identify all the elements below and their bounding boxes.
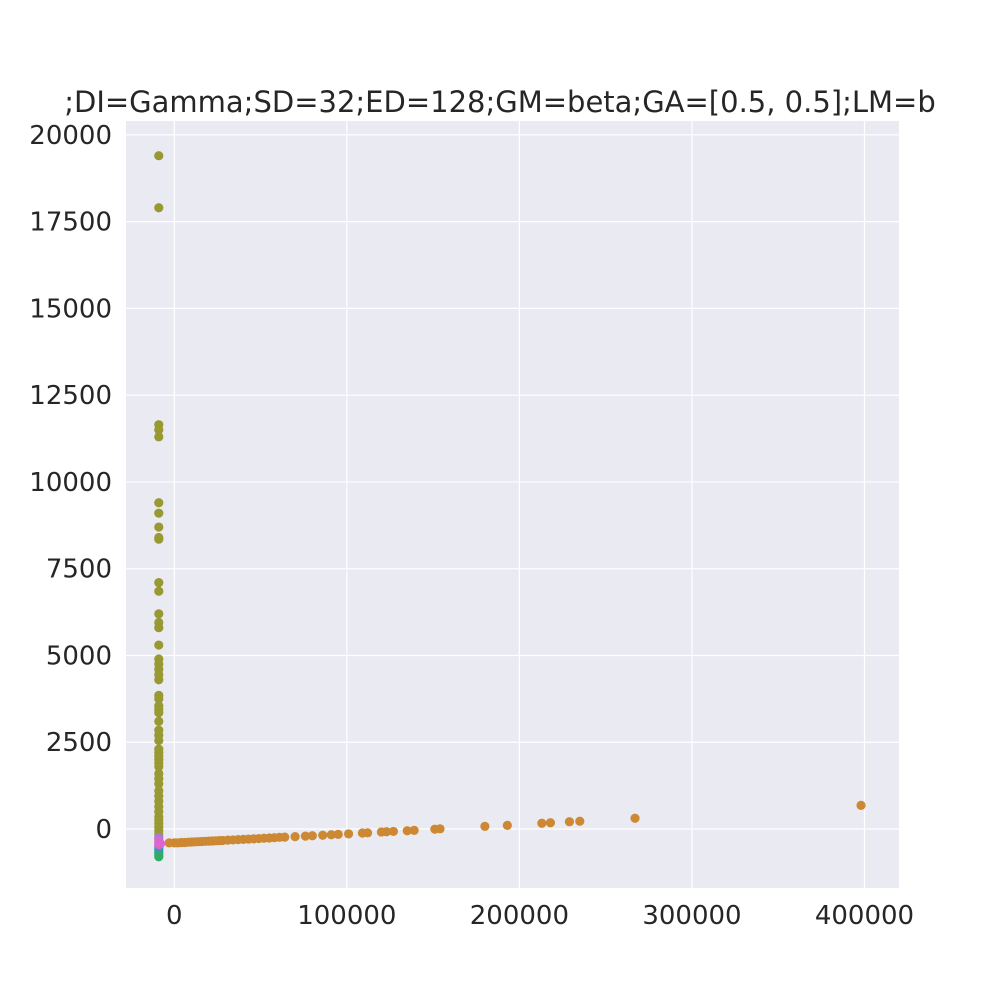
data-point [154,735,164,746]
data-point [154,586,164,596]
data-point [154,432,164,442]
data-point [333,829,343,839]
grid-lines [126,121,899,888]
data-point [154,675,164,685]
y-tick-label: 15000 [29,294,112,324]
data-point [326,830,336,840]
data-point [435,824,445,834]
data-point [381,827,392,837]
x-axis-ticks: 0 100000 200000 300000 400000 [166,901,914,931]
x-tick-label: 0 [166,901,183,931]
data-point [154,779,164,789]
y-tick-label: 2500 [46,728,112,758]
plot-area [126,121,899,888]
x-tick-label: 200000 [470,901,569,931]
data-points [154,151,866,862]
data-point [154,761,164,772]
data-point [300,831,311,841]
x-tick-label: 300000 [642,901,741,931]
x-tick-label: 400000 [815,901,914,931]
data-point [409,825,419,835]
data-point [154,852,164,862]
data-point [154,623,164,633]
data-point [154,508,164,518]
data-point [388,826,399,837]
data-point [545,818,556,828]
data-point [154,203,164,213]
data-point [362,828,373,838]
y-tick-label: 0 [95,815,112,845]
data-point [154,609,164,619]
chart-title: ;DI=Gamma;SD=32;ED=128;GM=beta;GA=[0.5, … [64,85,936,119]
data-point [402,826,412,836]
y-tick-label: 10000 [29,468,112,498]
y-tick-label: 5000 [46,641,112,671]
data-point [502,820,512,830]
data-point [154,716,164,727]
data-point [154,577,164,588]
data-point [290,832,300,842]
y-tick-label: 20000 [29,121,112,151]
data-point [564,817,575,827]
y-tick-label: 17500 [29,208,112,238]
data-point [630,813,640,823]
data-point [154,640,164,650]
y-axis-ticks: 0 2500 5000 7500 10000 12500 15000 17500 20000 [29,121,112,845]
data-point [155,838,166,849]
data-point [154,708,164,718]
y-tick-label: 7500 [46,555,112,585]
data-point [537,818,547,828]
data-point [856,800,866,811]
data-point [154,522,164,532]
data-point [318,830,328,840]
data-point [343,829,354,839]
data-point [280,832,290,842]
data-point [154,498,164,508]
x-tick-label: 100000 [297,901,396,931]
data-point [154,534,164,544]
data-point [575,816,585,826]
data-point [154,694,164,704]
data-point [307,831,317,841]
data-point [480,821,490,831]
data-point [154,151,164,161]
y-tick-label: 12500 [29,381,112,411]
data-point [154,425,164,435]
